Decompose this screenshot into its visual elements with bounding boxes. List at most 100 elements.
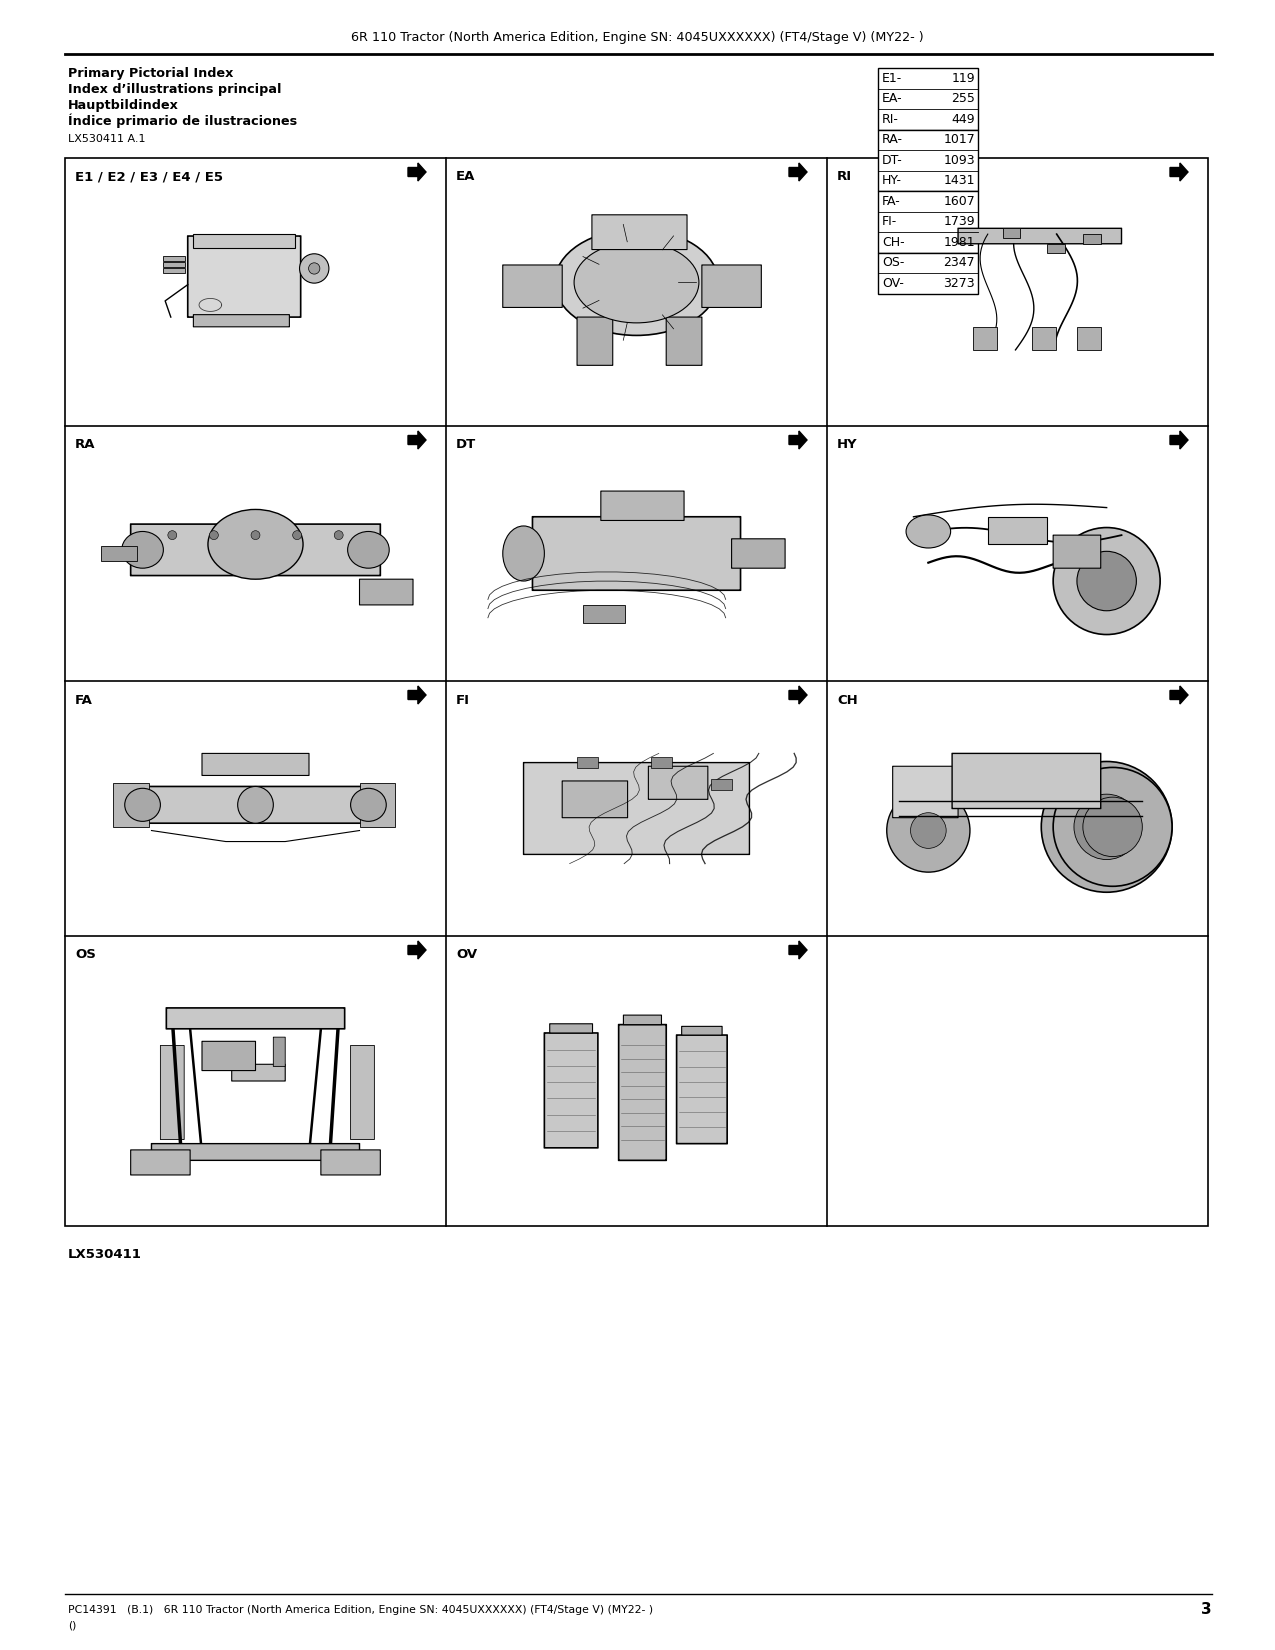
Bar [710,779,732,790]
Circle shape [1082,797,1142,856]
FancyBboxPatch shape [360,579,413,606]
Circle shape [300,254,329,284]
FancyBboxPatch shape [1053,535,1100,568]
Circle shape [251,531,260,540]
Bar [194,234,295,248]
Text: Primary Pictorial Index: Primary Pictorial Index [68,66,233,79]
Text: OV: OV [456,949,477,962]
Bar [878,191,978,252]
Bar [163,267,185,272]
FancyBboxPatch shape [273,1038,286,1066]
Circle shape [293,531,302,540]
FancyBboxPatch shape [166,1008,344,1030]
FancyBboxPatch shape [533,516,741,591]
Bar [163,256,185,261]
Circle shape [168,531,177,540]
FancyBboxPatch shape [161,1046,184,1140]
Text: 255: 255 [951,92,975,106]
FancyBboxPatch shape [130,525,380,576]
Polygon shape [1170,431,1188,449]
Text: CH: CH [836,693,858,706]
Text: EA-: EA- [882,92,903,106]
Circle shape [886,789,970,873]
FancyBboxPatch shape [130,1150,190,1175]
FancyBboxPatch shape [677,1035,727,1143]
Text: RI-: RI- [882,112,899,125]
Text: 3273: 3273 [944,277,975,290]
Text: OS-: OS- [882,256,904,269]
Text: 2347: 2347 [944,256,975,269]
Polygon shape [789,940,807,959]
Text: RA: RA [75,439,96,452]
Circle shape [209,531,218,540]
FancyBboxPatch shape [601,492,685,520]
Bar [65,158,1207,1226]
Ellipse shape [208,510,303,579]
FancyBboxPatch shape [130,787,380,823]
Text: 6R 110 Tractor (North America Edition, Engine SN: 4045UXXXXXX) (FT4/Stage V) (MY: 6R 110 Tractor (North America Edition, E… [351,31,923,45]
Ellipse shape [125,789,161,822]
Ellipse shape [348,531,389,568]
Polygon shape [408,431,426,449]
Circle shape [910,813,946,848]
Circle shape [334,531,343,540]
FancyBboxPatch shape [544,1033,598,1148]
Bar [652,757,672,769]
Polygon shape [408,940,426,959]
Bar [1033,327,1056,350]
Text: LX530411: LX530411 [68,1247,142,1261]
Text: 1981: 1981 [944,236,975,249]
Ellipse shape [907,515,951,548]
FancyBboxPatch shape [201,1041,255,1071]
Text: 3: 3 [1201,1602,1213,1617]
Text: RI: RI [836,170,852,183]
Ellipse shape [555,229,718,335]
Bar [101,546,136,561]
FancyBboxPatch shape [578,317,613,365]
Circle shape [309,262,320,274]
Bar [878,252,978,294]
Circle shape [1074,794,1140,860]
Text: FI: FI [456,693,470,706]
Polygon shape [1170,686,1188,705]
Bar [1082,234,1100,244]
Bar [878,68,978,129]
Text: 1607: 1607 [944,195,975,208]
Text: Index d’illustrations principal: Index d’illustrations principal [68,82,282,96]
FancyBboxPatch shape [701,266,761,307]
Polygon shape [789,163,807,182]
Text: HY: HY [836,439,858,452]
FancyBboxPatch shape [667,317,703,365]
Text: E1 / E2 / E3 / E4 / E5: E1 / E2 / E3 / E4 / E5 [75,170,223,183]
Bar [360,782,395,827]
FancyBboxPatch shape [550,1023,593,1033]
FancyBboxPatch shape [592,214,687,249]
Bar [583,606,625,624]
Polygon shape [1170,163,1188,182]
Text: (): () [68,1620,76,1630]
FancyBboxPatch shape [952,754,1100,808]
Text: DT: DT [456,439,477,452]
FancyBboxPatch shape [732,540,785,568]
Ellipse shape [502,526,544,581]
Text: Hauptbildindex: Hauptbildindex [68,99,179,112]
Circle shape [1053,767,1172,886]
Polygon shape [408,686,426,705]
Polygon shape [789,431,807,449]
Bar [578,757,598,769]
Circle shape [1053,528,1160,635]
Text: DT-: DT- [882,153,903,167]
Bar [1077,327,1100,350]
Text: HY-: HY- [882,175,901,186]
Text: FI-: FI- [882,214,898,228]
FancyBboxPatch shape [649,766,708,799]
Ellipse shape [122,531,163,568]
FancyBboxPatch shape [152,1143,360,1160]
Text: 1093: 1093 [944,153,975,167]
FancyBboxPatch shape [321,1150,380,1175]
FancyBboxPatch shape [194,315,289,327]
Text: OV-: OV- [882,277,904,290]
Bar [973,327,997,350]
Text: 1017: 1017 [944,134,975,147]
Text: Índice primario de ilustraciones: Índice primario de ilustraciones [68,114,297,129]
